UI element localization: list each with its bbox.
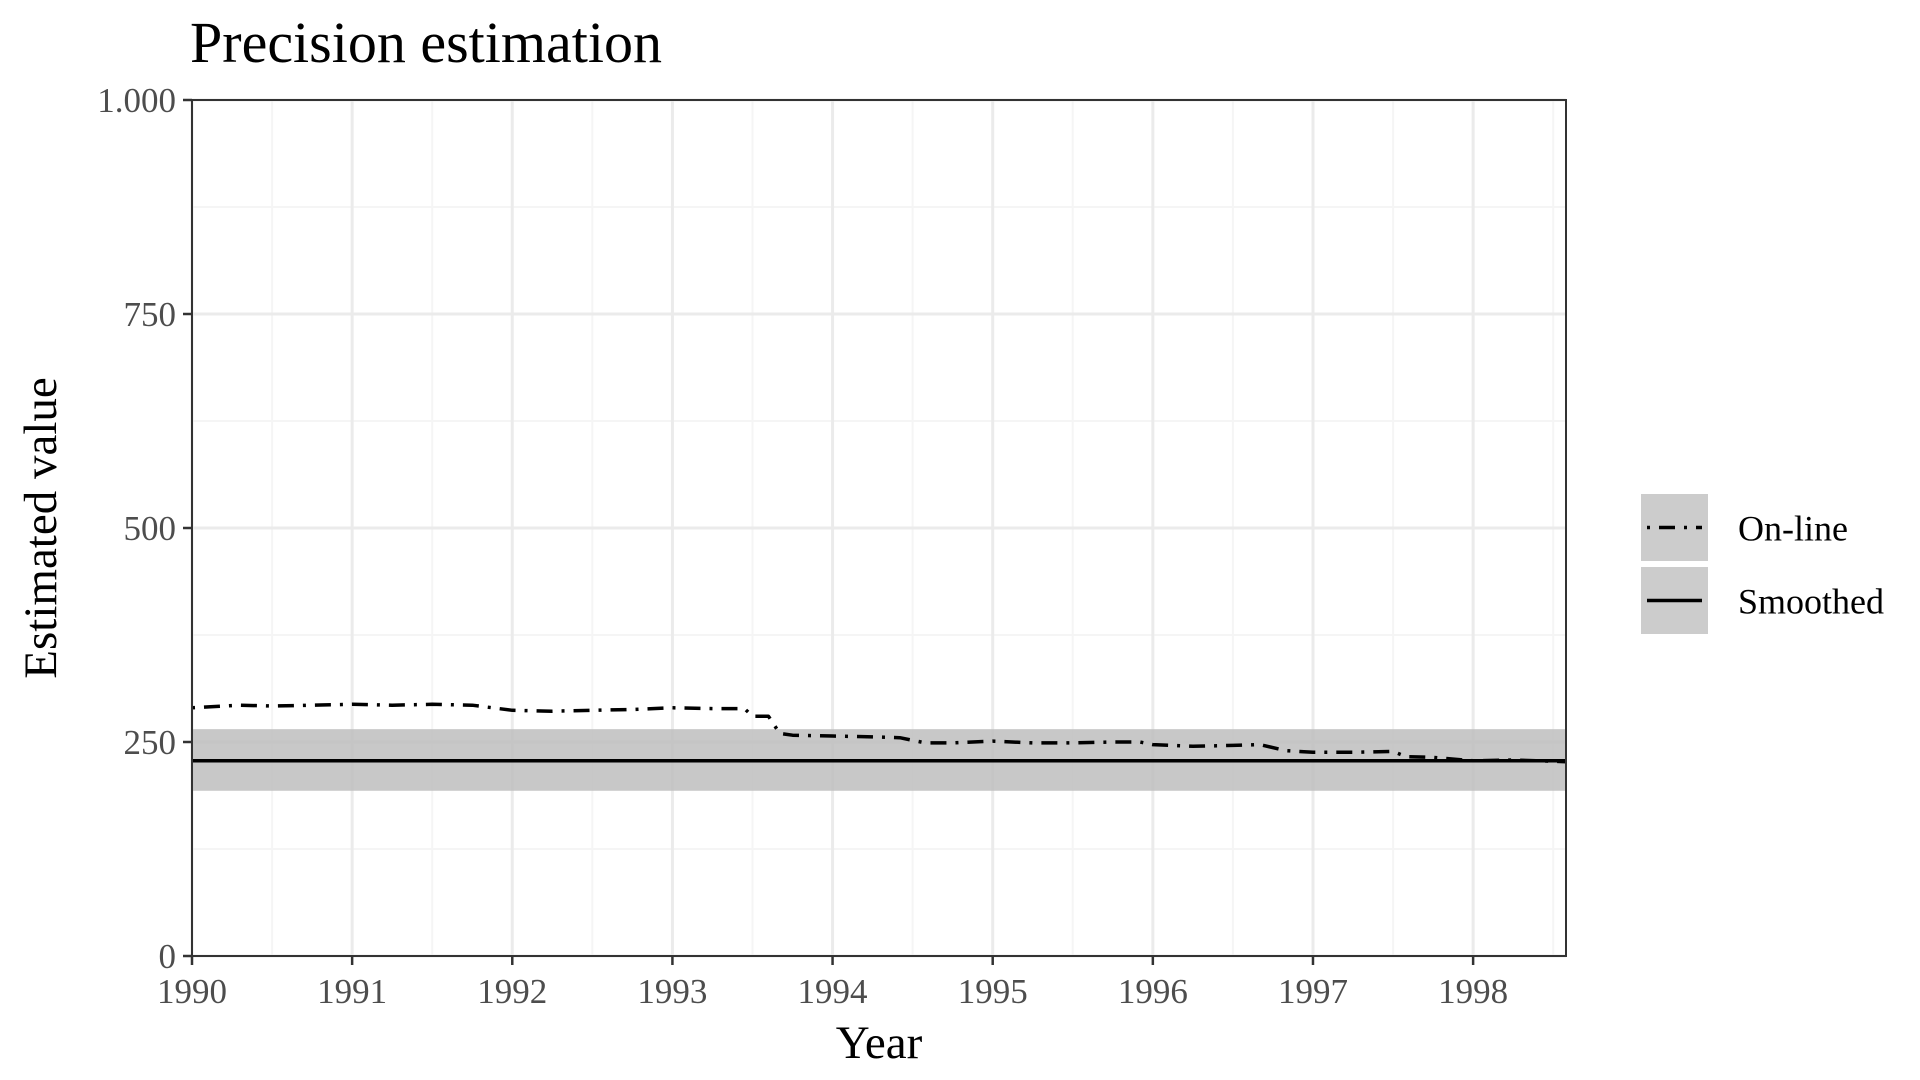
- x-tick-label: 1996: [1118, 972, 1188, 1011]
- x-tick-label: 1990: [157, 972, 227, 1011]
- series-line-online: [191, 702, 1567, 764]
- y-tick-label: 0: [159, 937, 177, 976]
- x-tick-label: 1997: [1278, 972, 1348, 1011]
- y-tick-label: 500: [124, 509, 177, 548]
- legend-label: Smoothed: [1738, 582, 1884, 622]
- y-tick-label: 750: [124, 295, 177, 334]
- x-axis-title: Year: [836, 1017, 923, 1069]
- x-tick-label: 1995: [958, 972, 1028, 1011]
- x-tick-label: 1991: [317, 972, 387, 1011]
- y-tick-label: 1.000: [97, 81, 176, 120]
- chart-title: Precision estimation: [190, 10, 662, 75]
- x-tick-label: 1998: [1438, 972, 1508, 1011]
- y-tick-label: 250: [124, 723, 177, 762]
- x-tick-label: 1993: [637, 972, 707, 1011]
- x-tick-label: 1994: [798, 972, 868, 1011]
- y-axis-title: Estimated value: [15, 377, 67, 678]
- x-axis: 1990 1991 1992 1993 1994 1995 1996 1997 1998: [157, 956, 1508, 1011]
- x-tick-label: 1992: [477, 972, 547, 1011]
- y-axis: 0 250 500 750 1.000: [97, 81, 192, 976]
- legend: On-line Smoothed: [1641, 494, 1884, 634]
- legend-label: On-line: [1738, 509, 1848, 549]
- grid-layer: [190, 98, 1566, 958]
- series-layer: [191, 702, 1567, 764]
